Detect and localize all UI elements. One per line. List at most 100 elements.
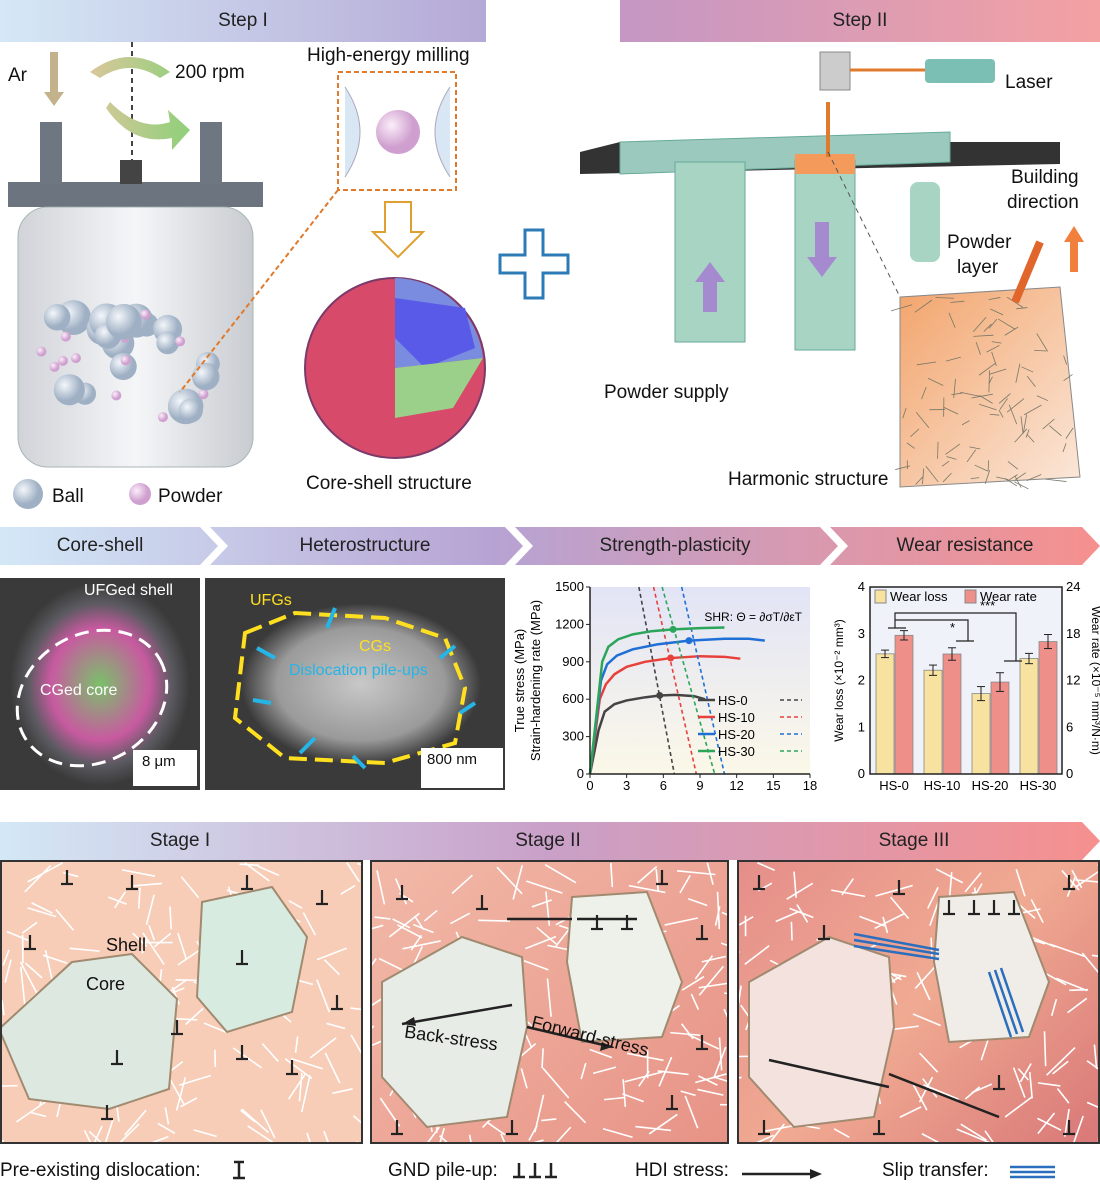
grain-boundary bbox=[624, 1071, 663, 1083]
powder-particle bbox=[60, 331, 71, 342]
grain-boundary bbox=[257, 865, 280, 877]
legend-label-HS-30: HS-30 bbox=[718, 744, 755, 759]
grain-boundary bbox=[169, 906, 172, 930]
grain-boundary bbox=[1007, 461, 1019, 470]
grain-boundary bbox=[941, 460, 950, 467]
grain-boundary bbox=[978, 403, 997, 411]
y-tick-label: 600 bbox=[562, 691, 584, 706]
y2-tick-label: 0 bbox=[1066, 766, 1073, 781]
stage2-label: Stage II bbox=[515, 830, 581, 851]
grain-boundary bbox=[1052, 1060, 1069, 1075]
grain-boundary bbox=[108, 896, 127, 905]
ar-label: Ar bbox=[8, 65, 27, 86]
grain-boundary bbox=[520, 1068, 528, 1089]
grain-boundary bbox=[580, 1062, 587, 1080]
grain-boundary bbox=[592, 1066, 617, 1075]
grain-boundary bbox=[531, 899, 552, 908]
grain-boundary bbox=[451, 874, 473, 895]
grain-boundary bbox=[1067, 997, 1088, 1014]
building-direction-label-1: Building bbox=[1011, 167, 1079, 188]
grain-boundary bbox=[1021, 366, 1034, 373]
grain-boundary bbox=[935, 297, 954, 299]
grain-boundary bbox=[833, 1128, 850, 1138]
grain-boundary bbox=[966, 449, 976, 463]
grain-boundary bbox=[635, 1125, 672, 1132]
grain-boundary bbox=[874, 913, 905, 930]
legend-slip: Slip transfer: bbox=[882, 1160, 989, 1181]
grain-boundary bbox=[27, 907, 57, 918]
grain-boundary bbox=[964, 1086, 981, 1100]
grain-boundary bbox=[556, 1126, 572, 1142]
core-shell-sphere bbox=[304, 277, 486, 459]
grain-boundary bbox=[1091, 954, 1098, 958]
grain-boundary bbox=[698, 982, 727, 989]
lpbf-illustration bbox=[580, 51, 1084, 490]
grain-boundary bbox=[978, 362, 997, 376]
dislocation-icon bbox=[943, 900, 955, 916]
grain-boundary bbox=[912, 1013, 941, 1027]
grain-boundary bbox=[1030, 899, 1044, 923]
dislocation-icon bbox=[286, 1060, 298, 1076]
grain-boundary bbox=[193, 1129, 217, 1138]
grain-boundary bbox=[1093, 1044, 1098, 1069]
dislocation-icon bbox=[893, 880, 905, 896]
grain-boundary bbox=[655, 868, 660, 892]
grain-boundary bbox=[247, 1125, 274, 1142]
grain-boundary bbox=[793, 871, 797, 898]
powder-particle bbox=[140, 309, 151, 320]
x-tick-label: 6 bbox=[660, 778, 667, 793]
ball bbox=[53, 374, 85, 406]
grain-boundary bbox=[915, 411, 930, 429]
grain-boundary bbox=[284, 1058, 313, 1080]
grain-boundary bbox=[525, 935, 557, 950]
grain-boundary bbox=[648, 1113, 678, 1135]
grain-boundary bbox=[1014, 428, 1028, 443]
y-tick-label: 3 bbox=[858, 626, 865, 641]
grain-boundary bbox=[1056, 977, 1088, 992]
dislocation-icon bbox=[758, 1120, 770, 1136]
grain-boundary bbox=[990, 308, 1004, 316]
y-tick-label: 300 bbox=[562, 729, 584, 744]
shr-annotation: SHR: Θ = ∂σT/∂εT bbox=[704, 610, 802, 624]
stage3-panel bbox=[737, 860, 1100, 1144]
x-tick-label: HS-10 bbox=[924, 778, 961, 793]
grain-boundary bbox=[922, 1078, 938, 1098]
grain-boundary bbox=[1034, 349, 1047, 352]
grain-boundary bbox=[676, 870, 716, 876]
grain-boundary bbox=[29, 1111, 47, 1118]
grain-boundary bbox=[1015, 363, 1021, 383]
balls bbox=[36, 299, 220, 425]
grain-boundary bbox=[294, 1036, 299, 1053]
grain-boundary bbox=[790, 921, 793, 941]
grain-boundary bbox=[991, 351, 997, 367]
grain-boundary bbox=[927, 377, 944, 386]
grain-boundary bbox=[439, 1127, 445, 1142]
grain-boundary bbox=[1026, 375, 1036, 387]
grain-boundary bbox=[450, 912, 471, 925]
grain-boundary bbox=[24, 865, 52, 893]
band-heterostructure: Heterostructure bbox=[299, 535, 431, 556]
grain-boundary bbox=[427, 1126, 441, 1142]
grain-boundary bbox=[523, 959, 549, 971]
legend-label-Wear loss: Wear loss bbox=[890, 589, 948, 604]
grain-boundary bbox=[323, 959, 341, 976]
dislocation-icon bbox=[391, 1120, 403, 1136]
grain-boundary bbox=[690, 993, 700, 1011]
step2-band: Step II bbox=[620, 0, 1100, 42]
grain-boundary bbox=[185, 1143, 200, 1144]
grain-boundary bbox=[203, 1022, 228, 1034]
grain-boundary bbox=[1063, 355, 1068, 365]
grain-boundary bbox=[945, 443, 961, 455]
grain-boundary bbox=[945, 356, 961, 362]
grain-boundary bbox=[972, 316, 987, 333]
stress-curve-HS-10 bbox=[588, 654, 741, 775]
grain-boundary bbox=[1061, 869, 1080, 891]
ball-label: Ball bbox=[52, 486, 84, 507]
building-direction-arrow-icon bbox=[1064, 226, 1084, 272]
grain-boundary bbox=[902, 407, 907, 419]
grain-boundary bbox=[921, 1133, 940, 1142]
grain-boundary bbox=[326, 1022, 346, 1030]
necking-point-HS-20 bbox=[685, 637, 693, 645]
grain-boundary bbox=[372, 924, 384, 930]
grain-boundary bbox=[769, 1123, 785, 1142]
